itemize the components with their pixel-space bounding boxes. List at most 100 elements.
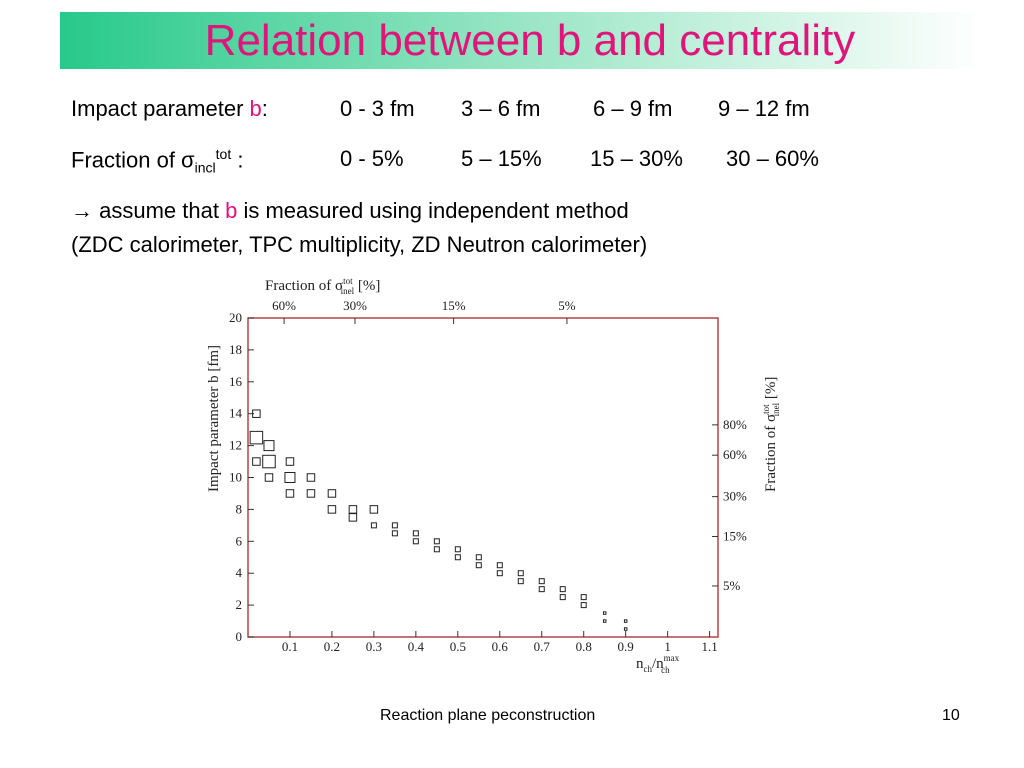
point-box bbox=[517, 570, 524, 577]
label-sub: ch bbox=[644, 664, 653, 674]
point-box bbox=[285, 457, 295, 466]
x-tick-label: 0.1 bbox=[282, 639, 298, 654]
point-box bbox=[433, 538, 440, 545]
point-box bbox=[391, 530, 398, 537]
label-sup: tot bbox=[343, 276, 353, 286]
point-box bbox=[559, 586, 566, 593]
x-tick-label: 0.5 bbox=[450, 639, 466, 654]
point-box bbox=[623, 619, 628, 623]
label-sup: tot bbox=[761, 404, 771, 414]
point-box bbox=[454, 546, 461, 553]
label-sub: inel bbox=[341, 286, 355, 296]
top-tick-label: 60% bbox=[272, 298, 296, 313]
point-box bbox=[475, 554, 482, 561]
top-axis-label: Fraction of σtot inel [%] bbox=[265, 276, 380, 296]
point-box bbox=[602, 619, 607, 623]
label-slash: /n bbox=[652, 656, 664, 672]
y-tick-label: 18 bbox=[229, 342, 242, 357]
point-box bbox=[602, 611, 607, 615]
point-box bbox=[370, 522, 377, 529]
top-tick-label: 5% bbox=[558, 298, 576, 313]
x-tick-label: 1 bbox=[664, 639, 671, 654]
x-tick-label: 0.3 bbox=[366, 639, 382, 654]
y-tick-label: 10 bbox=[229, 470, 242, 485]
note-lead: → assume that bbox=[71, 198, 226, 223]
y-tick-label: 6 bbox=[236, 533, 243, 548]
y-tick-label: 20 bbox=[229, 310, 242, 325]
footer-caption: Reaction plane peconstruction bbox=[380, 707, 596, 724]
point-box bbox=[369, 505, 379, 514]
y-tick-label: 0 bbox=[236, 629, 243, 644]
row-suffix: : bbox=[231, 147, 244, 173]
right-tick-label: 5% bbox=[723, 578, 741, 593]
row-suffix: : bbox=[261, 96, 268, 121]
point-box bbox=[559, 594, 566, 601]
point-box bbox=[454, 554, 461, 561]
x-tick-label: 0.6 bbox=[492, 639, 509, 654]
cell: 9 – 12 fm bbox=[718, 96, 810, 121]
label-suffix: [%] bbox=[763, 377, 779, 403]
point-box bbox=[412, 530, 419, 537]
right-tick-label: 80% bbox=[723, 417, 747, 432]
point-box bbox=[262, 454, 276, 469]
title-banner bbox=[60, 12, 983, 69]
note-rest: is measured using independent method bbox=[237, 198, 629, 223]
point-box bbox=[263, 440, 275, 452]
point-box bbox=[580, 594, 587, 601]
point-box bbox=[433, 546, 440, 553]
point-box bbox=[327, 505, 337, 514]
point-box bbox=[264, 473, 274, 482]
point-box bbox=[623, 627, 628, 631]
top-tick-label: 30% bbox=[343, 298, 367, 313]
point-box bbox=[252, 409, 261, 418]
y-axis-label: Impact parameter b [fm] bbox=[206, 345, 222, 492]
x-tick-label: 0.2 bbox=[324, 639, 340, 654]
y-tick-label: 16 bbox=[229, 374, 243, 389]
page-number: 10 bbox=[942, 707, 960, 724]
note: → assume that b is measured using indepe… bbox=[71, 198, 629, 224]
point-box bbox=[306, 473, 316, 482]
point-box bbox=[285, 489, 295, 498]
cell: 3 – 6 fm bbox=[461, 96, 541, 121]
point-box bbox=[391, 522, 398, 529]
point-box bbox=[284, 472, 296, 483]
cell: 30 – 60% bbox=[726, 146, 819, 171]
label-sup: max bbox=[664, 653, 680, 663]
point-box bbox=[538, 586, 545, 593]
note-line2: (ZDC calorimeter, TPC multiplicity, ZD N… bbox=[71, 232, 648, 257]
point-box bbox=[475, 562, 482, 569]
y-tick-label: 2 bbox=[236, 597, 243, 612]
y-tick-label: 12 bbox=[229, 438, 242, 453]
point-box bbox=[249, 430, 264, 445]
y-tick-label: 8 bbox=[236, 501, 243, 516]
label-sub: inel bbox=[771, 402, 781, 416]
cell: 15 – 30% bbox=[590, 146, 683, 171]
point-box bbox=[252, 457, 261, 466]
label-suffix: [%] bbox=[354, 278, 380, 294]
point-box bbox=[327, 489, 337, 498]
row-fraction: Fraction of σincltot : 0 - 5% 5 – 15% 15… bbox=[71, 146, 819, 306]
row-highlight: b bbox=[249, 96, 262, 121]
label-text: Fraction of σ bbox=[265, 278, 343, 294]
point-box bbox=[538, 578, 545, 585]
cell: 0 - 3 fm bbox=[340, 96, 415, 121]
cell: 5 – 15% bbox=[461, 146, 542, 171]
label-text: Fraction of σ bbox=[763, 414, 779, 492]
plot-frame bbox=[247, 317, 719, 638]
point-box bbox=[348, 505, 358, 514]
note-highlight: b bbox=[225, 198, 238, 223]
y-tick-label: 4 bbox=[236, 565, 243, 580]
point-box bbox=[496, 562, 503, 569]
row-sub: incl bbox=[194, 159, 216, 176]
row-label: Fraction of σ bbox=[71, 147, 195, 173]
x-axis-label: nch/nmax ch bbox=[636, 653, 680, 675]
point-box bbox=[306, 489, 316, 498]
label-n: n bbox=[636, 656, 644, 672]
cell: 6 – 9 fm bbox=[593, 96, 673, 121]
cell: 0 - 5% bbox=[340, 146, 404, 171]
right-tick-label: 60% bbox=[723, 447, 747, 462]
point-box bbox=[348, 513, 358, 522]
top-tick-label: 15% bbox=[442, 298, 466, 313]
